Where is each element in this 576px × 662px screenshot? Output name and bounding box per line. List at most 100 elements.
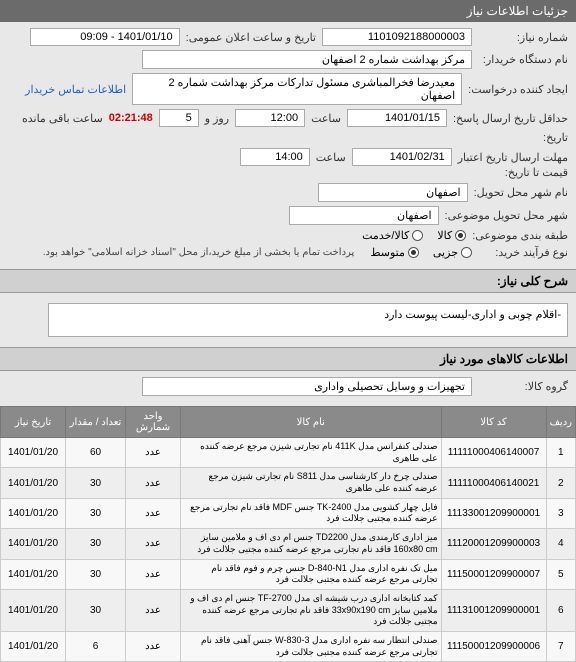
- medium-radio-label: متوسط: [370, 246, 405, 259]
- cell-idx: 5: [546, 559, 575, 589]
- cell-unit: عدد: [126, 438, 181, 468]
- th-date: تاریخ نیاز: [1, 407, 66, 438]
- cell-idx: 4: [546, 529, 575, 559]
- cell-code: 11131001209900001: [441, 589, 546, 631]
- cell-idx: 6: [546, 589, 575, 631]
- requester-field[interactable]: معیدرضا فخرالمباشری مسئول تدارکات مرکز ب…: [132, 73, 462, 105]
- service-radio[interactable]: کالا/خدمت: [362, 229, 423, 242]
- deadline-label: حداقل تاریخ ارسال پاسخ:: [453, 112, 568, 125]
- cell-date: 1401/01/20: [1, 559, 66, 589]
- cell-unit: عدد: [126, 529, 181, 559]
- time-label-1: ساعت: [311, 112, 341, 125]
- cell-unit: عدد: [126, 498, 181, 528]
- cell-qty: 30: [66, 529, 126, 559]
- buyer-field[interactable]: مرکز بهداشت شماره 2 اصفهان: [142, 50, 472, 69]
- cell-date: 1401/01/20: [1, 631, 66, 661]
- need-number-label: شماره نیاز:: [478, 31, 568, 44]
- group-label: گروه کالا:: [478, 380, 568, 393]
- table-row[interactable]: 511150001209900007میل تک نفره اداری مدل …: [1, 559, 576, 589]
- table-row[interactable]: 311133001209900001فایل چهار کشویی مدل TK…: [1, 498, 576, 528]
- cell-unit: عدد: [126, 559, 181, 589]
- dayhour-label: روز و: [205, 112, 229, 125]
- cell-date: 1401/01/20: [1, 438, 66, 468]
- days-field[interactable]: 5: [159, 109, 199, 127]
- announce-field[interactable]: 1401/01/10 - 09:09: [30, 28, 180, 46]
- buyer-label: نام دستگاه خریدار:: [478, 53, 568, 66]
- medium-radio[interactable]: متوسط: [370, 246, 419, 259]
- th-name: نام کالا: [181, 407, 442, 438]
- cell-idx: 7: [546, 631, 575, 661]
- cell-name: کمد کتابخانه اداری درب شیشه ای مدل TF-27…: [181, 589, 442, 631]
- cell-qty: 30: [66, 468, 126, 498]
- city-label: نام شهر محل تحویل:: [474, 186, 568, 199]
- cell-code: 11133001209900001: [441, 498, 546, 528]
- cell-qty: 60: [66, 438, 126, 468]
- radio-icon: [461, 247, 472, 258]
- table-row[interactable]: 111111000406140007صندلی کنفرانس مدل 411K…: [1, 438, 576, 468]
- cell-idx: 2: [546, 468, 575, 498]
- process-radio-group: جزیی متوسط: [370, 246, 472, 259]
- radio-icon: [412, 230, 423, 241]
- cell-code: 11111000406140021: [441, 468, 546, 498]
- remaining-label: ساعت باقی مانده: [22, 112, 103, 125]
- radio-checked-icon: [408, 247, 419, 258]
- subject-city-field[interactable]: اصفهان: [289, 206, 439, 225]
- goods-radio[interactable]: کالا: [437, 229, 466, 242]
- page-title: جزئیات اطلاعات نیاز: [467, 4, 568, 18]
- cell-date: 1401/01/20: [1, 589, 66, 631]
- need-number-field[interactable]: 1101092188000003: [322, 28, 472, 46]
- cell-date: 1401/01/20: [1, 529, 66, 559]
- cell-date: 1401/01/20: [1, 498, 66, 528]
- table-row[interactable]: 611131001209900001کمد کتابخانه اداری درب…: [1, 589, 576, 631]
- countdown-timer: 02:21:48: [109, 112, 153, 124]
- small-radio[interactable]: جزیی: [433, 246, 472, 259]
- table-row[interactable]: 211111000406140021صندلی چرخ دار کارشناسی…: [1, 468, 576, 498]
- cell-idx: 3: [546, 498, 575, 528]
- cell-unit: عدد: [126, 468, 181, 498]
- cell-name: صندلی چرخ دار کارشناسی مدل S811 نام تجار…: [181, 468, 442, 498]
- contact-link[interactable]: اطلاعات تماس خریدار: [25, 83, 126, 96]
- service-radio-label: کالا/خدمت: [362, 229, 409, 242]
- desc-section-title: شرح کلی نیاز:: [0, 269, 576, 293]
- subject-city-label: شهر محل تحویل موضوعی:: [445, 209, 568, 222]
- desc-textarea[interactable]: -اقلام چوبی و اداری-لیست پیوست دارد: [48, 303, 568, 337]
- cell-code: 11120001209900003: [441, 529, 546, 559]
- form-area: شماره نیاز: 1101092188000003 تاریخ و ساع…: [0, 22, 576, 269]
- cell-unit: عدد: [126, 631, 181, 661]
- cell-name: فایل چهار کشویی مدل TK-2400 جنس MDF فاقد…: [181, 498, 442, 528]
- th-unit: واحد شمارش: [126, 407, 181, 438]
- time-label-2: ساعت: [316, 151, 346, 164]
- small-radio-label: جزیی: [433, 246, 458, 259]
- th-code: کد کالا: [441, 407, 546, 438]
- group-field[interactable]: تجهیزات و وسایل تحصیلی واداری: [142, 377, 472, 396]
- history-label: تاریخ:: [478, 131, 568, 144]
- radio-checked-icon: [455, 230, 466, 241]
- goods-table: ردیف کد کالا نام کالا واحد شمارش تعداد /…: [0, 406, 576, 662]
- page-header: جزئیات اطلاعات نیاز: [0, 0, 576, 22]
- validity-label: مهلت ارسال تاریخ اعتبار: [458, 151, 568, 164]
- deadline-date-field[interactable]: 1401/01/15: [347, 109, 447, 127]
- deadline-time-field[interactable]: 12:00: [235, 109, 305, 127]
- class-radio-group: کالا کالا/خدمت: [362, 229, 466, 242]
- cell-name: میل تک نفره اداری مدل D-840-N1 جنس چرم و…: [181, 559, 442, 589]
- cell-unit: عدد: [126, 589, 181, 631]
- payment-note: پرداخت تمام یا بخشی از مبلغ خرید،از محل …: [43, 247, 355, 258]
- table-row[interactable]: 411120001209900003میز اداری کارمندی مدل …: [1, 529, 576, 559]
- cell-name: صندلی انتظار سه نفره اداری مدل W-830-3 ج…: [181, 631, 442, 661]
- cell-qty: 30: [66, 559, 126, 589]
- goods-radio-label: کالا: [437, 229, 452, 242]
- cell-date: 1401/01/20: [1, 468, 66, 498]
- cell-name: میز اداری کارمندی مدل TD2200 جنس ام دی ا…: [181, 529, 442, 559]
- cell-idx: 1: [546, 438, 575, 468]
- price-until-label: قیمت تا تاریخ:: [478, 166, 568, 179]
- validity-time-field[interactable]: 14:00: [240, 148, 310, 166]
- cell-code: 11150001209900007: [441, 559, 546, 589]
- goods-section-title: اطلاعات کالاهای مورد نیاز: [0, 347, 576, 371]
- cell-qty: 30: [66, 498, 126, 528]
- table-row[interactable]: 711150001209900006صندلی انتظار سه نفره ا…: [1, 631, 576, 661]
- cell-code: 11111000406140007: [441, 438, 546, 468]
- announce-label: تاریخ و ساعت اعلان عمومی:: [186, 31, 316, 44]
- validity-date-field[interactable]: 1401/02/31: [352, 148, 452, 166]
- th-idx: ردیف: [546, 407, 575, 438]
- city-field[interactable]: اصفهان: [318, 183, 468, 202]
